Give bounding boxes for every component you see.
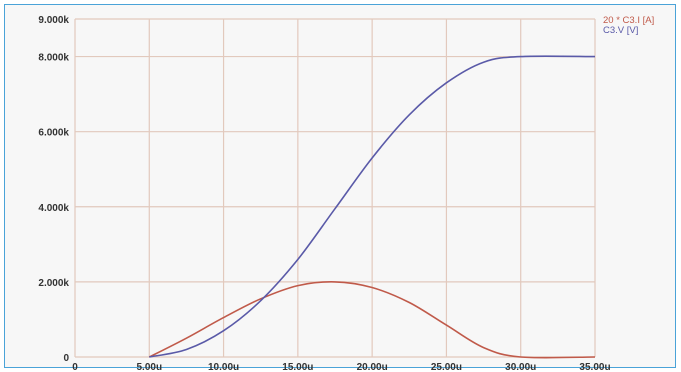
x-tick-label: 35.00u <box>579 362 610 372</box>
x-tick-label: 20.00u <box>357 362 388 372</box>
x-tick-label: 15.00u <box>282 362 313 372</box>
y-tick-label: 8.000k <box>38 53 69 64</box>
x-tick-label: 10.00u <box>208 362 239 372</box>
y-tick-label: 9.000k <box>38 15 69 26</box>
y-tick-label: 6.000k <box>38 128 69 139</box>
series-line-current <box>148 281 596 359</box>
x-tick-label: 0 <box>72 362 78 372</box>
x-tick-label: 30.00u <box>505 362 536 372</box>
y-tick-label: 4.000k <box>38 203 69 214</box>
legend-entry: C3.V [V] <box>603 25 638 36</box>
y-tick-label: 0 <box>63 353 69 364</box>
series-line-voltage <box>149 55 596 358</box>
y-tick-label: 2.000k <box>38 278 69 289</box>
legend-entry: 20 * C3.I [A] <box>603 15 654 26</box>
chart-frame <box>4 4 676 368</box>
legend: 20 * C3.I [A]C3.V [V] <box>603 15 654 36</box>
x-axis-tick-labels: 0 5.00u 10.00u 15.00u 20.00u 25.00u 30.00u 35.0… <box>72 362 610 372</box>
x-tick-label: 5.00u <box>136 362 162 372</box>
series-lines <box>148 55 596 359</box>
grid-lines <box>74 18 596 358</box>
x-tick-label: 25.00u <box>431 362 462 372</box>
y-axis-tick-labels: 0 2.000k 4.000k 6.000k 8.000k 9.000k <box>38 15 69 364</box>
